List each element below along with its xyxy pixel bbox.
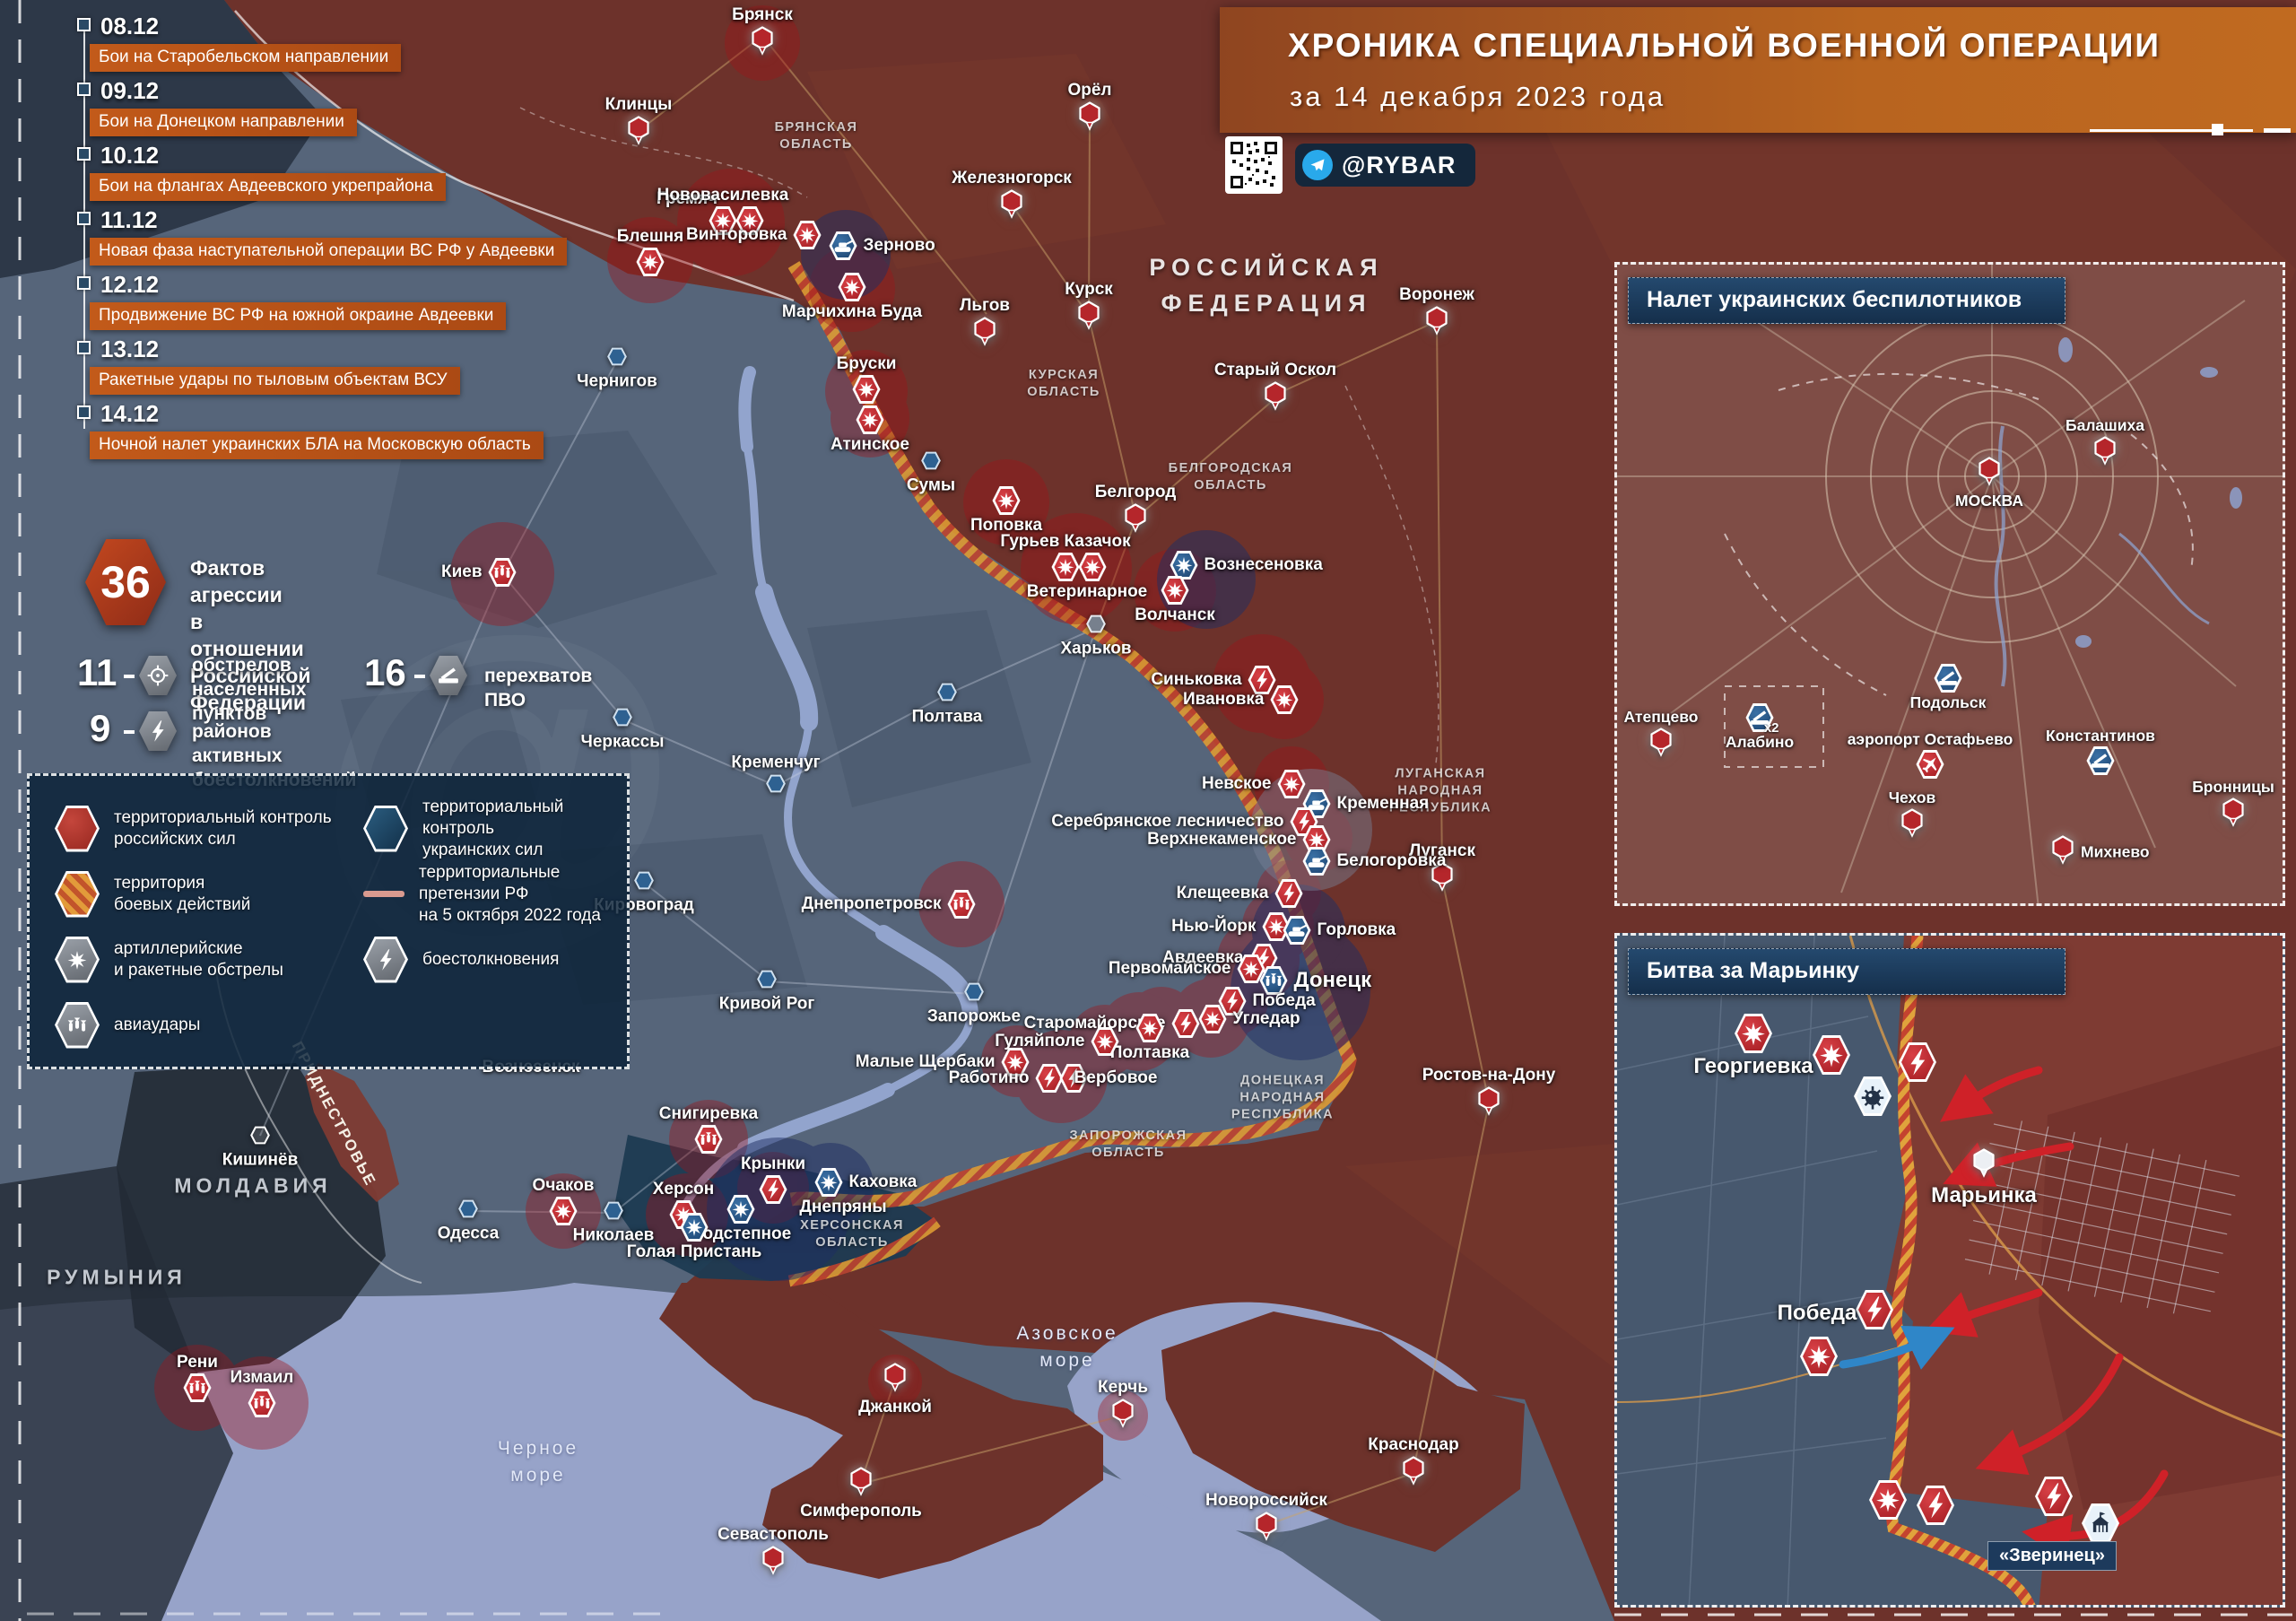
dash (124, 675, 135, 678)
timeline-trunk (83, 25, 85, 429)
timeline-panel: 08.12 Бои на Старобельском направлении 0… (0, 0, 574, 484)
timeline-date: 08.12 (100, 13, 160, 39)
shelling-count: 11 (77, 651, 117, 693)
telegram-badge[interactable]: @RYBAR (1295, 144, 1476, 187)
banner-decor-line2 (2264, 128, 2291, 133)
telegram-handle: @RYBAR (1342, 151, 1457, 179)
page-title: ХРОНИКА СПЕЦИАЛЬНОЙ ВОЕННОЙ ОПЕРАЦИИ (1288, 27, 2161, 64)
inset-marinka-map (1617, 936, 2283, 1605)
timeline-node (77, 83, 91, 96)
timeline-entry: 14.12 Ночной налет украинских БЛА на Мос… (77, 400, 544, 459)
timeline-event-label: Бои на Старобельском направлении (90, 44, 402, 72)
timeline-date: 11.12 (100, 206, 158, 233)
legend-label: боестолкновения (422, 949, 560, 969)
timeline-event-label: Бои на Донецком направлении (90, 109, 357, 136)
telegram-icon (1302, 150, 1333, 180)
timeline-node (77, 405, 91, 419)
shelling-label: обстрелов населенных пунктов (192, 655, 307, 724)
timeline-entry: 08.12 Бои на Старобельском направлении (77, 13, 402, 72)
aggression-count: 36 (100, 557, 151, 607)
legend-label: авиаудары (114, 1015, 201, 1034)
legend-item: боестолкновения (363, 927, 618, 992)
page-subtitle: за 14 декабря 2023 года (1290, 81, 1666, 112)
bolt-icon (136, 709, 179, 754)
timeline-event-label: Ночной налет украинских БЛА на Московску… (90, 431, 544, 459)
timeline-entry: 09.12 Бои на Донецком направлении (77, 77, 357, 136)
inset-moscow-drone-raid: Налет украинских беспилотников (1614, 262, 2285, 906)
timeline-node (77, 212, 91, 225)
legend-label: артиллерийские и ракетные обстрелы (114, 938, 283, 980)
legend-item: территориальные претензии РФ на 5 октябр… (363, 861, 618, 927)
title-banner: ХРОНИКА СПЕЦИАЛЬНОЙ ВОЕННОЙ ОПЕРАЦИИ за … (1220, 7, 2296, 133)
timeline-date: 12.12 (100, 271, 160, 298)
crosshair-icon (136, 653, 179, 698)
timeline-entry: 12.12 Продвижение ВС РФ на южной окраине… (77, 271, 507, 330)
aggression-label: Фактов агрессии в отношении Российской Фе… (190, 556, 311, 714)
hex-war-icon (55, 870, 100, 918)
timeline-event-label: Бои на флангах Авдеевского укрепрайона (90, 173, 446, 201)
dash (414, 675, 425, 678)
hex-art-icon (55, 936, 100, 983)
timeline-node (77, 18, 91, 31)
hex-blue-icon (363, 805, 408, 852)
aggression-count-hex: 36 (83, 536, 169, 628)
clash-count: 9 (90, 707, 111, 749)
legend-item: территория боевых действий (55, 861, 351, 927)
banner-decor-square (2212, 124, 2223, 135)
hex-avia-icon (55, 1001, 100, 1049)
timeline-entry: 10.12 Бои на флангах Авдеевского укрепра… (77, 142, 446, 201)
timeline-entry: 11.12 Новая фаза наступательной операции… (77, 206, 568, 266)
inset-moscow-title: Налет украинских беспилотников (1628, 277, 2066, 324)
legend-item: артиллерийские и ракетные обстрелы (55, 927, 351, 992)
zverinets-label: «Зверинец» (1987, 1541, 2117, 1571)
inset-marinka-title: Битва за Марьинку (1628, 948, 2066, 995)
intercept-count: 16 (364, 651, 406, 693)
dash (124, 730, 135, 734)
timeline-event-label: Ракетные удары по тыловым объектам ВСУ (90, 367, 460, 395)
timeline-date: 13.12 (100, 336, 160, 362)
hex-red-icon (55, 805, 100, 852)
legend-label: территория боевых действий (114, 873, 251, 914)
claim-line-icon (363, 891, 404, 897)
banner-decor-line (2090, 129, 2253, 132)
legend-item: территориальный контроль украинских сил (363, 796, 618, 861)
timeline-event-label: Продвижение ВС РФ на южной окраине Авдее… (90, 302, 507, 330)
legend-item: территориальный контроль российских сил (55, 796, 351, 861)
legend-label: территориальные претензии РФ на 5 октябр… (419, 862, 601, 925)
legend-item: авиаудары (55, 992, 351, 1058)
qr-code (1225, 136, 1283, 194)
timeline-node (77, 276, 91, 290)
timeline-node (77, 147, 91, 161)
timeline-date: 10.12 (100, 142, 160, 169)
timeline-date: 09.12 (100, 77, 160, 104)
legend-label: территориальный контроль украинских сил (422, 797, 564, 859)
timeline-node (77, 341, 91, 354)
timeline-date: 14.12 (100, 400, 160, 427)
map-legend: территориальный контроль российских сил т… (27, 773, 630, 1069)
legend-label: территориальный контроль российских сил (114, 807, 332, 849)
inset-marinka-battle: Битва за Марьинку (1614, 933, 2285, 1608)
timeline-event-label: Новая фаза наступательной операции ВС РФ… (90, 238, 568, 266)
intercept-label: перехватов ПВО (484, 666, 593, 710)
timeline-entry: 13.12 Ракетные удары по тыловым объектам… (77, 336, 460, 395)
pvo-icon (427, 653, 470, 698)
hex-bolt-icon (363, 936, 408, 983)
inset-moscow-map (1617, 265, 2283, 903)
